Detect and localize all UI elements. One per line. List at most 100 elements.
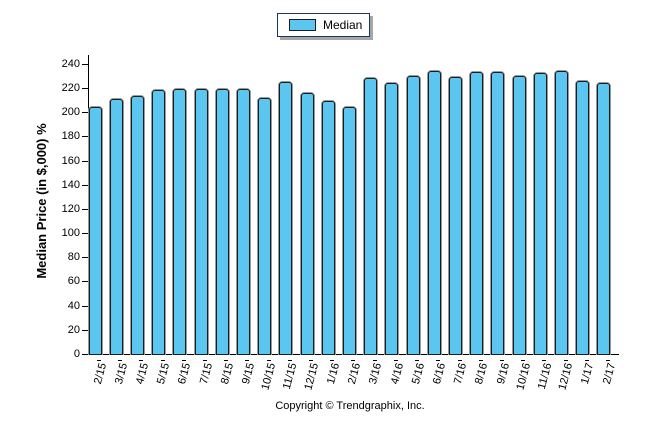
x-tick	[351, 360, 356, 361]
x-tick-label: 9/16	[494, 361, 512, 386]
y-tick	[82, 306, 88, 307]
x-tick-label: 7/16	[452, 361, 470, 386]
x-tick-label: 6/15	[176, 361, 194, 386]
x-tick	[436, 360, 441, 361]
x-tick	[266, 360, 271, 361]
y-tick-label: 100	[61, 227, 80, 239]
y-tick-label: 20	[67, 324, 80, 336]
y-tick	[82, 281, 88, 282]
y-tick	[82, 233, 88, 234]
y-tick-label: 120	[61, 203, 80, 215]
y-tick	[82, 112, 88, 113]
y-tick	[82, 257, 88, 258]
x-tick-label: 2/16	[345, 361, 364, 386]
bar	[300, 93, 314, 355]
x-tick	[97, 360, 101, 361]
x-tick	[605, 360, 610, 361]
y-tick-label: 220	[61, 82, 80, 94]
bar	[258, 98, 272, 355]
bar	[555, 71, 569, 355]
bar	[173, 89, 187, 355]
y-tick	[82, 88, 88, 89]
y-tick-label: 60	[67, 275, 80, 287]
x-tick	[415, 360, 420, 361]
bar	[279, 82, 293, 355]
y-tick-label: 140	[61, 179, 80, 191]
x-tick-label: 1/16	[324, 361, 342, 386]
bar	[427, 71, 441, 355]
x-tick-label: 11/16	[535, 361, 555, 391]
y-tick-label: 0	[73, 348, 80, 360]
x-tick-label: 12/15	[302, 361, 321, 392]
bar	[491, 72, 505, 355]
x-tick	[521, 360, 526, 361]
bar	[512, 76, 526, 355]
legend-label: Median	[323, 18, 363, 32]
legend-swatch-median	[289, 19, 316, 31]
x-tick-label: 2/17	[600, 361, 618, 386]
x-tick	[542, 360, 547, 361]
x-tick	[330, 360, 335, 361]
bar	[109, 99, 123, 355]
x-tick-label: 4/16	[388, 361, 406, 386]
x-tick	[160, 360, 165, 361]
y-tick	[82, 161, 88, 162]
bar	[533, 73, 547, 355]
x-tick-label: 10/16	[514, 361, 533, 392]
x-tick	[584, 360, 589, 361]
x-tick-label: 5/15	[155, 361, 173, 386]
x-tick	[139, 360, 144, 361]
x-tick	[393, 360, 398, 361]
x-tick-label: 4/15	[133, 361, 152, 386]
x-tick-label: 11/15	[280, 361, 300, 391]
y-tick	[82, 354, 88, 355]
y-tick	[82, 136, 88, 137]
x-tick-label: 8/16	[473, 361, 491, 386]
y-tick-label: 240	[61, 58, 80, 70]
x-tick	[118, 360, 123, 361]
x-tick	[245, 360, 250, 361]
copyright-text: Copyright © Trendgraphix, Inc.	[275, 400, 425, 412]
x-tick-label: 9/15	[239, 361, 258, 386]
bar	[406, 76, 420, 355]
x-tick-label: 3/15	[112, 361, 130, 386]
x-tick-label: 8/15	[218, 361, 236, 386]
x-tick	[563, 360, 568, 361]
y-tick	[82, 64, 88, 65]
y-tick	[82, 185, 88, 186]
bar	[194, 89, 208, 355]
bar	[321, 101, 335, 355]
x-tick	[372, 360, 377, 361]
bar	[364, 78, 378, 355]
y-tick-label: 80	[67, 251, 80, 263]
y-tick-label: 180	[61, 130, 80, 142]
x-tick-label: 7/15	[197, 361, 215, 386]
bar	[385, 83, 399, 355]
y-tick	[82, 330, 88, 331]
y-tick	[82, 209, 88, 210]
y-tick-label: 200	[61, 106, 80, 118]
x-tick-label: 2/15	[91, 361, 109, 386]
bar	[130, 96, 144, 355]
x-tick	[203, 360, 208, 361]
x-tick	[181, 360, 186, 361]
x-tick-label: 3/16	[367, 361, 385, 386]
bar	[576, 81, 590, 355]
x-tick	[457, 360, 462, 361]
x-tick	[287, 360, 292, 361]
bar	[342, 107, 356, 355]
x-tick	[309, 360, 314, 361]
bar	[88, 107, 102, 355]
x-tick	[499, 360, 504, 361]
x-tick	[224, 360, 229, 361]
bar	[215, 89, 229, 355]
bar	[449, 77, 463, 355]
x-tick-label: 5/16	[409, 361, 427, 386]
bar	[236, 89, 250, 355]
bar	[152, 90, 166, 355]
bar	[597, 83, 611, 355]
y-tick-label: 160	[61, 155, 80, 167]
x-tick	[478, 360, 483, 361]
legend: Median	[277, 13, 370, 37]
